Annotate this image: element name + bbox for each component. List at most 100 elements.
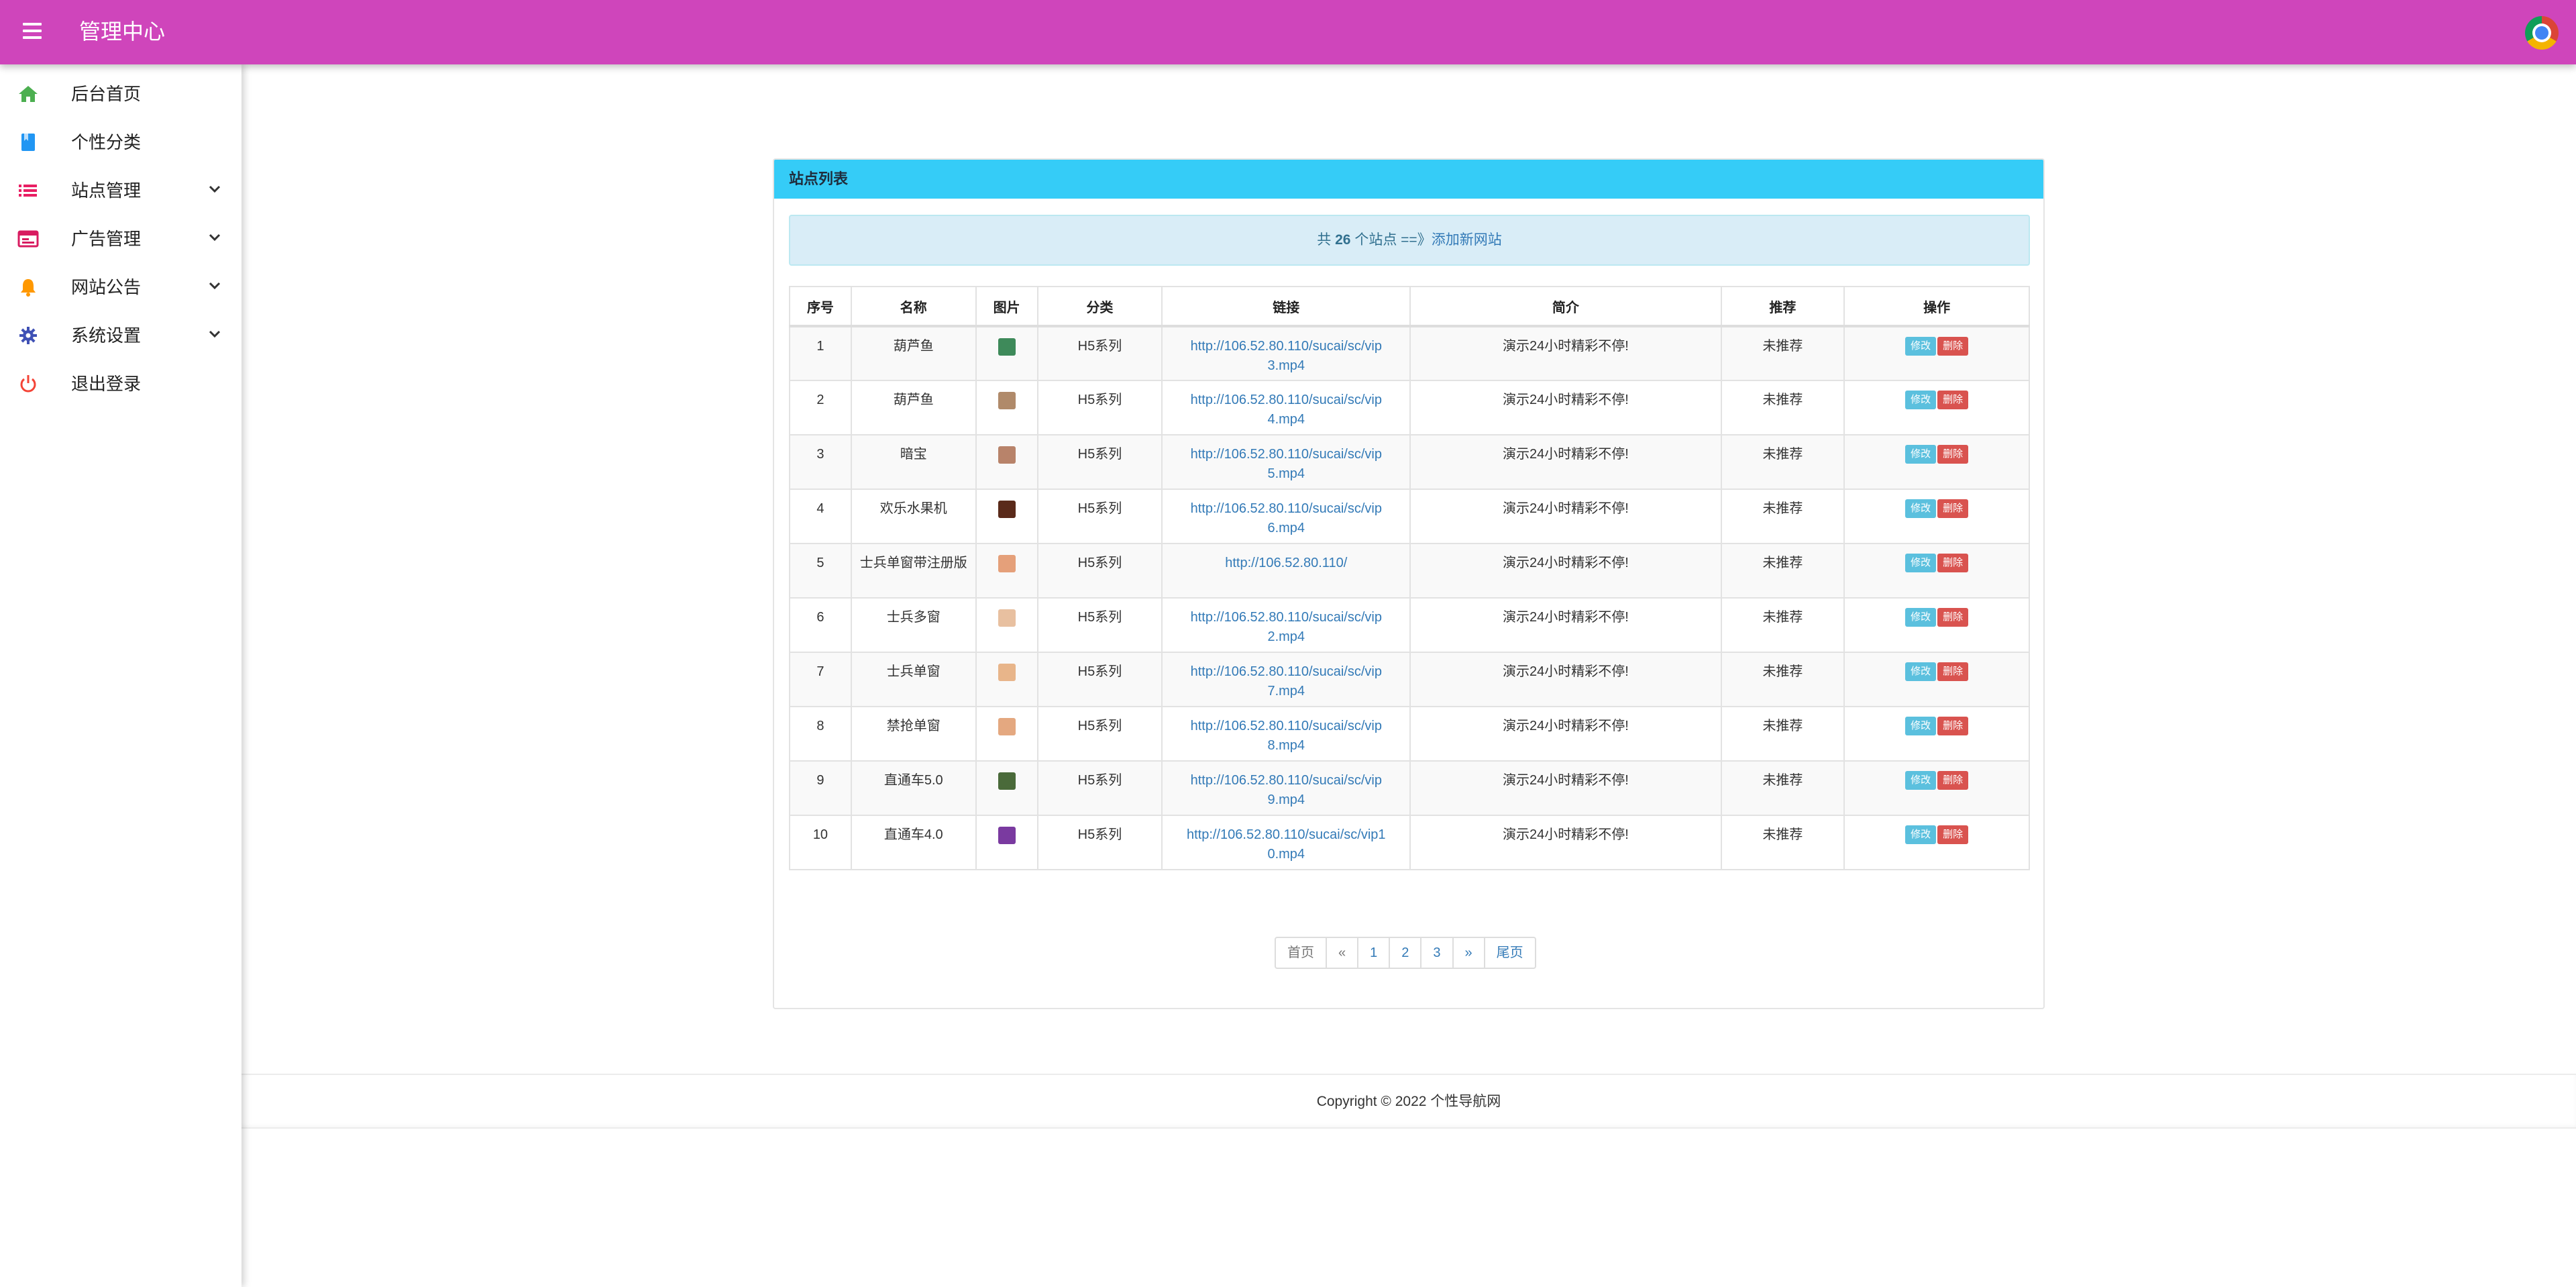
edit-button[interactable]: 修改	[1905, 608, 1937, 627]
site-url-link[interactable]: http://106.52.80.110/sucai/sc/vip6.mp4	[1190, 501, 1382, 535]
sidebar-item-logout[interactable]: 退出登录	[0, 360, 241, 408]
ad-window-icon	[17, 230, 39, 248]
delete-button[interactable]: 删除	[1937, 717, 1969, 735]
edit-button[interactable]: 修改	[1905, 771, 1937, 790]
table-row: 1 葫芦鱼 H5系列 http://106.52.80.110/sucai/sc/vi…	[789, 325, 2030, 381]
site-thumbnail-image	[998, 718, 1016, 735]
site-url-link[interactable]: http://106.52.80.110/sucai/sc/vip3.mp4	[1190, 339, 1382, 373]
summary-prefix: 共	[1317, 232, 1332, 248]
sidebar-item-sites[interactable]: 站点管理	[0, 166, 241, 215]
edit-button[interactable]: 修改	[1905, 499, 1937, 518]
cell-actions: 修改 删除	[1843, 488, 2030, 544]
table-row: 7 士兵单窗 H5系列 http://106.52.80.110/sucai/sc/v…	[789, 652, 2030, 707]
bell-icon	[21, 279, 36, 297]
cell-thumbnail	[975, 543, 1038, 599]
edit-button[interactable]: 修改	[1905, 662, 1937, 681]
sidebar-item-home[interactable]: 后台首页	[0, 70, 241, 118]
power-icon	[20, 375, 36, 393]
user-avatar-icon[interactable]	[2525, 16, 2559, 50]
sidebar-item-label: 退出登录	[71, 374, 142, 394]
cell-id: 6	[789, 597, 852, 653]
cell-actions: 修改 删除	[1843, 760, 2030, 816]
cell-thumbnail	[975, 706, 1038, 762]
gear-icon	[19, 327, 37, 344]
first-page-link[interactable]: 首页	[1287, 945, 1314, 960]
delete-button[interactable]: 删除	[1937, 337, 1969, 356]
site-thumbnail-image	[998, 664, 1016, 681]
site-url-link[interactable]: http://106.52.80.110/sucai/sc/vip10.mp4	[1187, 827, 1386, 862]
cell-intro: 演示24小时精彩不停!	[1409, 543, 1722, 599]
page-1-link[interactable]: 1	[1357, 938, 1389, 968]
page-2-link[interactable]: 2	[1389, 938, 1420, 968]
delete-button[interactable]: 删除	[1937, 662, 1969, 681]
cell-link: http://106.52.80.110/sucai/sc/vip3.mp4	[1161, 325, 1411, 381]
sidebar-item-ads[interactable]: 广告管理	[0, 215, 241, 263]
prev-page-link[interactable]: «	[1326, 938, 1357, 968]
cell-intro: 演示24小时精彩不停!	[1409, 597, 1722, 653]
edit-button[interactable]: 修改	[1905, 337, 1937, 356]
hamburger-menu-icon[interactable]	[23, 23, 42, 39]
cell-category: H5系列	[1036, 488, 1163, 544]
column-header: 链接	[1161, 286, 1411, 327]
add-site-link[interactable]: 添加新网站	[1431, 232, 1502, 248]
cell-link: http://106.52.80.110/sucai/sc/vip5.mp4	[1161, 434, 1411, 490]
delete-button[interactable]: 删除	[1937, 825, 1969, 844]
cell-category: H5系列	[1036, 706, 1163, 762]
cell-id: 9	[789, 760, 852, 816]
site-thumbnail-image	[998, 555, 1016, 572]
site-url-link[interactable]: http://106.52.80.110/sucai/sc/vip5.mp4	[1190, 447, 1382, 481]
site-url-link[interactable]: http://106.52.80.110/	[1225, 556, 1348, 570]
cell-name: 葫芦鱼	[850, 380, 977, 435]
last-page-link[interactable]: 尾页	[1483, 938, 1535, 968]
site-thumbnail-image	[998, 392, 1016, 409]
delete-button[interactable]: 删除	[1937, 499, 1969, 518]
edit-button[interactable]: 修改	[1905, 391, 1937, 409]
delete-button[interactable]: 删除	[1937, 445, 1969, 464]
edit-button[interactable]: 修改	[1905, 717, 1937, 735]
cell-intro: 演示24小时精彩不停!	[1409, 488, 1722, 544]
next-page-link[interactable]: »	[1452, 938, 1484, 968]
site-url-link[interactable]: http://106.52.80.110/sucai/sc/vip9.mp4	[1190, 773, 1382, 807]
cell-category: H5系列	[1036, 652, 1163, 707]
table-row: 6 士兵多窗 H5系列 http://106.52.80.110/sucai/sc/v…	[789, 597, 2030, 653]
cell-category: H5系列	[1036, 597, 1163, 653]
cell-intro: 演示24小时精彩不停!	[1409, 760, 1722, 816]
cell-thumbnail	[975, 434, 1038, 490]
sidebar-item-label: 广告管理	[71, 229, 142, 249]
cell-category: H5系列	[1036, 325, 1163, 381]
edit-button[interactable]: 修改	[1905, 554, 1937, 572]
cell-name: 士兵单窗	[850, 652, 977, 707]
edit-button[interactable]: 修改	[1905, 825, 1937, 844]
site-url-link[interactable]: http://106.52.80.110/sucai/sc/vip8.mp4	[1190, 719, 1382, 753]
site-url-link[interactable]: http://106.52.80.110/sucai/sc/vip4.mp4	[1190, 393, 1382, 427]
sidebar-item-label: 个性分类	[71, 132, 142, 152]
delete-button[interactable]: 删除	[1937, 608, 1969, 627]
sidebar-item-label: 站点管理	[71, 181, 142, 201]
site-thumbnail-image	[998, 772, 1016, 790]
cell-intro: 演示24小时精彩不停!	[1409, 325, 1722, 381]
edit-button[interactable]: 修改	[1905, 445, 1937, 464]
delete-button[interactable]: 删除	[1937, 771, 1969, 790]
site-thumbnail-image	[998, 827, 1016, 844]
table-row: 5 士兵单窗带注册版 H5系列 http://106.52.80.110/演示24小时…	[789, 543, 2030, 599]
sidebar-item-category[interactable]: 个性分类	[0, 118, 241, 166]
cell-recommend: 未推荐	[1720, 488, 1845, 544]
sidebar-item-notice[interactable]: 网站公告	[0, 263, 241, 311]
delete-button[interactable]: 删除	[1937, 391, 1969, 409]
sidebar-item-label: 系统设置	[71, 325, 142, 346]
sidebar-item-settings[interactable]: 系统设置	[0, 311, 241, 360]
cell-link: http://106.52.80.110/	[1161, 543, 1411, 599]
table-row: 8 禁抢单窗 H5系列 http://106.52.80.110/sucai/sc/v…	[789, 706, 2030, 762]
cell-actions: 修改 删除	[1843, 434, 2030, 490]
pagination: 首页 « 1 2 3 » 尾页	[1275, 937, 1536, 969]
column-header: 序号	[789, 286, 852, 327]
cell-recommend: 未推荐	[1720, 652, 1845, 707]
column-header: 推荐	[1720, 286, 1845, 327]
site-thumbnail-image	[998, 446, 1016, 464]
site-url-link[interactable]: http://106.52.80.110/sucai/sc/vip2.mp4	[1190, 610, 1382, 644]
site-thumbnail-image	[998, 338, 1016, 356]
page-3-link[interactable]: 3	[1420, 938, 1452, 968]
delete-button[interactable]: 删除	[1937, 554, 1969, 572]
site-url-link[interactable]: http://106.52.80.110/sucai/sc/vip7.mp4	[1190, 664, 1382, 699]
column-header: 操作	[1843, 286, 2030, 327]
